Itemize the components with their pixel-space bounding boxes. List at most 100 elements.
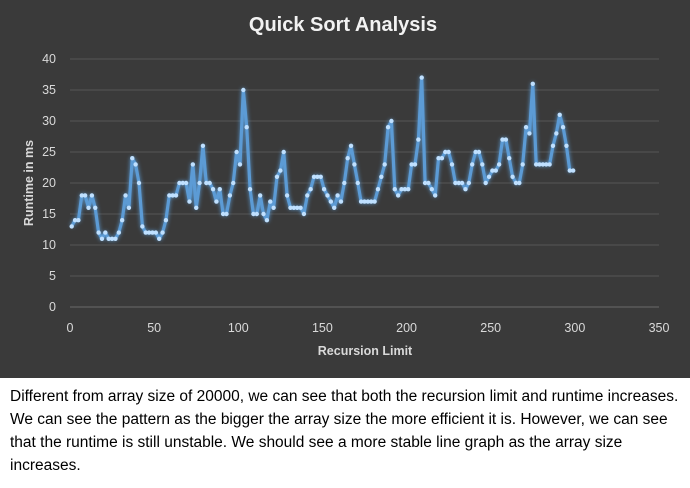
y-tick-label: 0 [49,300,56,314]
data-point [116,230,122,235]
data-point [291,205,297,210]
data-point [443,149,448,155]
data-point [449,162,455,167]
x-tick-label: 100 [228,321,249,335]
data-point [318,174,323,179]
data-point [305,193,310,198]
data-point [466,180,472,186]
data-point [392,187,397,192]
data-point [237,162,243,167]
data-point [163,218,169,223]
data-point [241,87,246,93]
data-point [113,236,118,241]
y-tick-label: 10 [42,238,56,252]
data-point [439,156,445,161]
data-point [86,205,91,210]
data-point [345,156,350,161]
data-point [204,180,209,186]
data-point [348,143,354,148]
data-point [315,174,320,179]
data-point [567,168,573,173]
data-point [375,187,381,192]
data-point [200,143,206,148]
data-point [544,162,549,167]
data-point [261,211,266,217]
data-point [321,187,327,192]
data-point [520,162,525,167]
data-point [540,162,546,167]
data-point [190,162,196,167]
data-point [389,118,394,124]
data-point [143,230,148,235]
data-point [234,149,239,155]
data-point [99,236,105,241]
data-point [278,168,283,173]
data-point [254,211,259,217]
x-axis-title: Recursion Limit [318,344,413,358]
data-point [416,137,421,142]
data-point [476,149,482,155]
data-point [335,193,340,198]
x-tick-labels: 0 50 100 150 200 250 300 350 [67,321,670,335]
data-point [72,218,78,223]
data-point [493,168,498,173]
x-tick-label: 150 [312,321,333,335]
data-point [355,180,360,186]
data-point [362,199,367,204]
data-point [446,149,451,155]
data-point [470,162,475,167]
y-tick-label: 40 [42,52,56,66]
data-point [140,224,145,229]
data-point [369,199,374,204]
data-point [247,187,253,192]
chart-area: 0 5 10 15 20 25 30 35 40 0 50 100 150 200 250 300 350 Q… [0,0,690,378]
x-tick-label: 300 [564,321,585,335]
data-point [530,81,535,87]
data-point [395,193,401,198]
x-tick-label: 0 [67,321,74,335]
y-tick-label: 30 [42,114,56,128]
y-tick-label: 15 [42,207,56,221]
y-tick-label: 5 [49,269,56,283]
data-point [500,137,505,142]
data-point [533,162,539,167]
data-point [311,174,317,179]
data-point [274,174,280,179]
data-point [271,205,276,210]
data-point [564,143,569,148]
data-point [419,75,424,80]
data-point [523,125,529,130]
data-point [180,180,185,186]
data-point [385,125,391,130]
data-point [332,205,337,210]
data-point [298,205,303,210]
data-point [328,199,334,204]
x-tick-label: 200 [396,321,417,335]
data-point [480,162,485,167]
data-point [288,205,293,210]
y-tick-label: 35 [42,83,56,97]
data-point [69,224,74,229]
data-point [308,187,313,192]
data-point [244,125,249,130]
data-point [224,211,229,217]
data-point [483,180,488,186]
data-point [550,143,556,148]
data-point [251,211,256,217]
x-tick-label: 350 [649,321,670,335]
data-point [207,180,212,186]
data-point [231,180,236,186]
data-point [257,193,263,198]
data-point [109,236,115,241]
data-point [160,230,165,235]
data-point [214,199,219,204]
data-point [486,174,492,179]
data-point [382,162,387,167]
data-point [459,180,465,186]
data-point [510,174,515,179]
data-point [133,162,138,167]
data-point [570,168,576,173]
data-point [406,187,411,192]
data-point [473,149,478,155]
data-point [79,193,84,198]
